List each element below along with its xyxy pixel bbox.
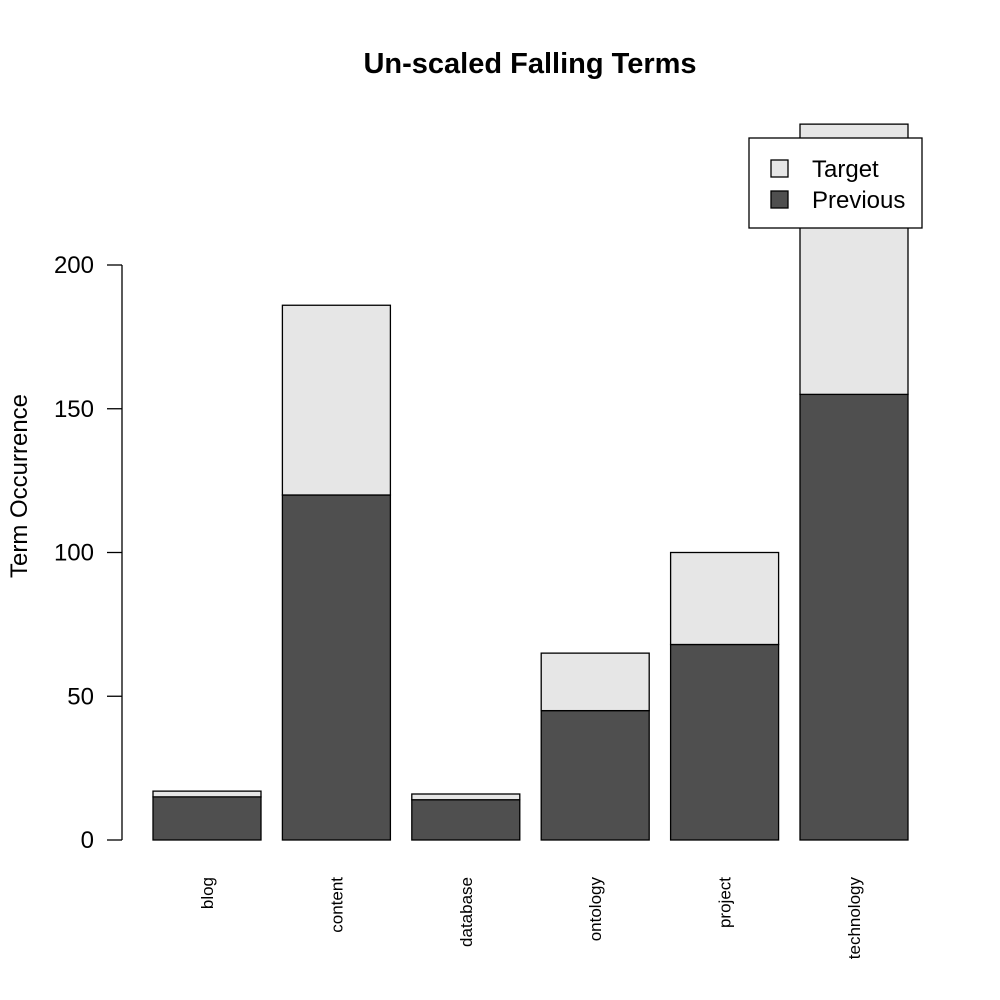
category-label-database: database (457, 877, 476, 947)
category-label-blog: blog (198, 877, 217, 909)
category-label-technology: technology (845, 877, 864, 960)
bar-target-database (411, 793, 521, 801)
bar-target-content (281, 304, 392, 496)
category-label-ontology: ontology (586, 877, 605, 942)
bars (152, 123, 909, 841)
y-axis: 0 50 100 150 200 (54, 252, 123, 854)
y-tick-label: 50 (67, 683, 94, 710)
category-labels: blog content database ontology project techno… (198, 877, 864, 960)
category-label-content: content (327, 877, 346, 933)
bar-previous-content (281, 494, 392, 841)
bar-target-project (669, 551, 780, 646)
bar-previous-blog (152, 796, 262, 841)
y-tick-label: 100 (54, 540, 94, 567)
y-axis-label: Term Occurrence (6, 394, 33, 578)
legend-swatch-target (770, 159, 789, 178)
bar-previous-ontology (540, 709, 650, 841)
chart-title: Un-scaled Falling Terms (363, 48, 696, 80)
bar-previous-technology (799, 393, 909, 841)
category-label-project: project (716, 877, 735, 928)
y-tick-label: 200 (54, 252, 94, 279)
bar-previous-project (669, 643, 780, 841)
legend-label-target: Target (812, 156, 879, 183)
legend-box (748, 137, 923, 229)
legend: Target Previous (748, 137, 923, 229)
bar-target-blog (152, 790, 262, 798)
legend-label-previous: Previous (812, 187, 905, 214)
y-tick-label: 150 (54, 396, 94, 423)
bar-target-ontology (540, 652, 650, 712)
y-tick-label: 0 (81, 827, 94, 854)
bar-previous-database (411, 799, 521, 841)
legend-swatch-previous (770, 190, 789, 209)
